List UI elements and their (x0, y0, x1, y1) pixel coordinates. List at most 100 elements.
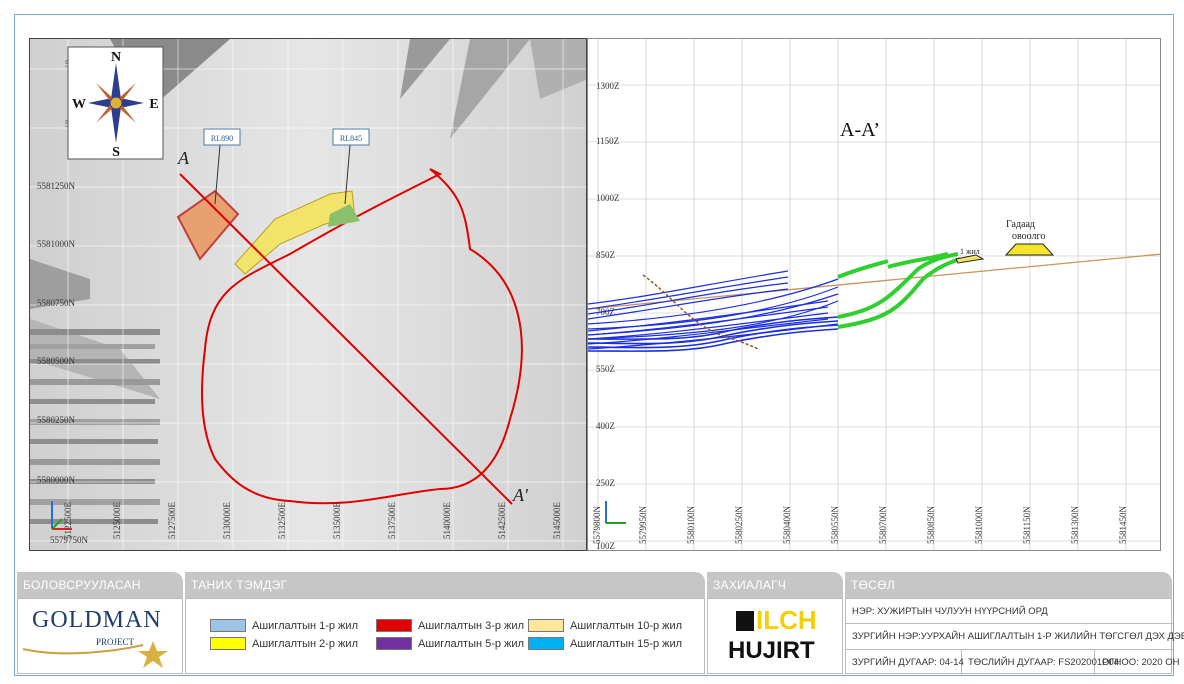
rl845-label: RL845 (340, 134, 362, 143)
plan-view-svg: A A' RL890 RL845 5 5 5581250N 5581000N 5… (30, 39, 586, 550)
coal-seams (588, 270, 839, 350)
client-logo-ilch: ILCH (756, 605, 817, 635)
svg-text:5579950N: 5579950N (638, 506, 648, 545)
northing-axis-labels: 5579800N 5579950N 5580100N 5580250N 5580… (592, 506, 1128, 545)
section-a-label: A (177, 148, 190, 168)
legend-item: Ашиглалтын 5-р жил (376, 637, 524, 650)
client-logo-block-icon (736, 611, 754, 631)
terrain-slab (450, 39, 530, 139)
drawing-name: ЗУРГИЙН НЭР:УУРХАЙН АШИГЛАЛТЫН 1-Р ЖИЛИЙ… (852, 631, 1184, 642)
svg-text:5132500E: 5132500E (277, 502, 287, 540)
mining-block-rl890 (176, 189, 240, 261)
svg-text:5580850N: 5580850N (926, 506, 936, 545)
title-block: БОЛОВСРУУЛАСАН GOLDMAN PROJECT ТАНИХ ТЭМ… (17, 572, 1184, 675)
svg-text:5137500E: 5137500E (387, 502, 397, 540)
rl890-callout (203, 128, 241, 146)
elevation-labels: 1300Z 1150Z 1000Z 850Z 700Z 550Z 400Z 25… (596, 81, 620, 551)
axis-triad-icon (605, 501, 626, 524)
vein1-block (955, 254, 985, 264)
external-dump-label-1: Гадаад (1006, 219, 1035, 230)
svg-text:5140000E: 5140000E (442, 502, 452, 540)
svg-text:E: E (149, 97, 158, 112)
svg-text:5580550N: 5580550N (830, 506, 840, 545)
legend-swatch (210, 637, 246, 650)
project-header: ТӨСӨЛ (845, 572, 1172, 598)
project-number: ТӨСЛИЙН ДУГААР: FS202001P04 (968, 657, 1120, 668)
svg-text:5580250N: 5580250N (734, 506, 744, 545)
section-title: A-A’ (840, 119, 880, 141)
developer-logo-box: GOLDMAN PROJECT (17, 598, 183, 674)
project-info-box: НЭР: ХУЖИРТЫН ЧУЛУУН НҮҮРСНИЙ ОРД ЗУРГИЙ… (845, 598, 1184, 675)
plan-view: A A' RL890 RL845 5 5 5581250N 5581000N 5… (29, 38, 587, 551)
legend-item: Ашиглалтын 2-р жил (210, 637, 358, 650)
svg-text:550Z: 550Z (596, 364, 615, 374)
svg-text:5580000N: 5580000N (37, 475, 76, 485)
vein1-label: 1 жил (960, 247, 980, 256)
goldman-logo-text: GOLDMAN (32, 607, 162, 633)
svg-text:5581250N: 5581250N (37, 181, 76, 191)
client-logo-box: ILCH HUJIRT (707, 598, 843, 674)
legend-box: Ашиглалтын 1-р жил Ашиглалтын 2-р жил Аш… (185, 598, 705, 674)
drawing-year: ОГНОО: 2020 ОН (1102, 657, 1180, 668)
easting-labels: 5122500E 5125000E 5127500E 5130000E 5132… (63, 502, 562, 540)
fault-line (642, 274, 759, 350)
mining-block-green (328, 204, 360, 227)
legend-swatch (210, 619, 246, 632)
svg-text:5127500E: 5127500E (167, 502, 177, 540)
svg-text:5580700N: 5580700N (878, 506, 888, 545)
svg-text:5580750N: 5580750N (37, 298, 76, 308)
legend-item: Ашиглалтын 1-р жил (210, 619, 358, 632)
svg-text:5581000N: 5581000N (974, 506, 984, 545)
legend-item: Ашиглалтын 10-р жил (528, 619, 682, 632)
coal-seams-lower (588, 316, 839, 352)
legend-item: Ашиглалтын 3-р жил (376, 619, 524, 632)
external-dump-label-2: овоолго (1012, 231, 1045, 242)
svg-text:1150Z: 1150Z (596, 136, 619, 146)
svg-text:W: W (72, 97, 86, 112)
section-line (179, 173, 513, 505)
legend-item: Ашиглалтын 15-р жил (528, 637, 682, 650)
svg-text:5125000E: 5125000E (112, 502, 122, 540)
svg-text:1000Z: 1000Z (596, 193, 620, 203)
svg-text:5130000E: 5130000E (222, 502, 232, 540)
compass-rose-icon: N S W E (67, 46, 164, 160)
rl890-label: RL890 (211, 134, 233, 143)
svg-text:850Z: 850Z (596, 250, 615, 260)
green-seams (837, 252, 961, 329)
rl845-callout (332, 128, 370, 146)
svg-text:5122500E: 5122500E (63, 502, 73, 540)
svg-text:700Z: 700Z (596, 307, 615, 317)
goldman-star-icon (22, 641, 168, 668)
svg-text:5580500N: 5580500N (37, 356, 76, 366)
goldman-logo-sub: PROJECT (96, 637, 135, 647)
project-name: НЭР: ХУЖИРТЫН ЧУЛУУН НҮҮРСНИЙ ОРД (852, 606, 1048, 617)
svg-text:5580400N: 5580400N (782, 506, 792, 545)
external-dump-block (1004, 243, 1055, 256)
section-view: 1300Z 1150Z 1000Z 850Z 700Z 550Z 400Z 25… (587, 38, 1161, 551)
svg-text:100Z: 100Z (596, 541, 615, 551)
pit-outline (201, 168, 523, 505)
svg-text:S: S (112, 145, 120, 160)
topography-line (588, 253, 1160, 310)
svg-text:5581000N: 5581000N (37, 239, 76, 249)
terrain-slab (30, 259, 90, 309)
legend-swatch (376, 619, 412, 632)
section-grid (588, 39, 1160, 550)
drawing-number: ЗУРГИЙН ДУГААР: 04-14 (852, 657, 964, 668)
svg-text:5142500E: 5142500E (497, 502, 507, 540)
svg-text:400Z: 400Z (596, 421, 615, 431)
legend-swatch (528, 637, 564, 650)
svg-text:5135000E: 5135000E (332, 502, 342, 540)
svg-text:5581450N: 5581450N (1118, 506, 1128, 545)
axis-triad-icon (51, 501, 72, 530)
section-view-svg: 1300Z 1150Z 1000Z 850Z 700Z 550Z 400Z 25… (588, 39, 1160, 551)
svg-text:5581150N: 5581150N (1022, 506, 1032, 544)
legend-swatch (528, 619, 564, 632)
svg-text:5581300N: 5581300N (1070, 506, 1080, 545)
client-header: ЗАХИАЛАГЧ (707, 572, 843, 598)
svg-text:5579750N: 5579750N (50, 535, 89, 545)
terrain-stripes (30, 329, 160, 524)
legend-header: ТАНИХ ТЭМДЭГ (185, 572, 705, 598)
client-logo-hujirt: HUJIRT (728, 637, 815, 664)
developed-by-header: БОЛОВСРУУЛАСАН (17, 572, 183, 598)
